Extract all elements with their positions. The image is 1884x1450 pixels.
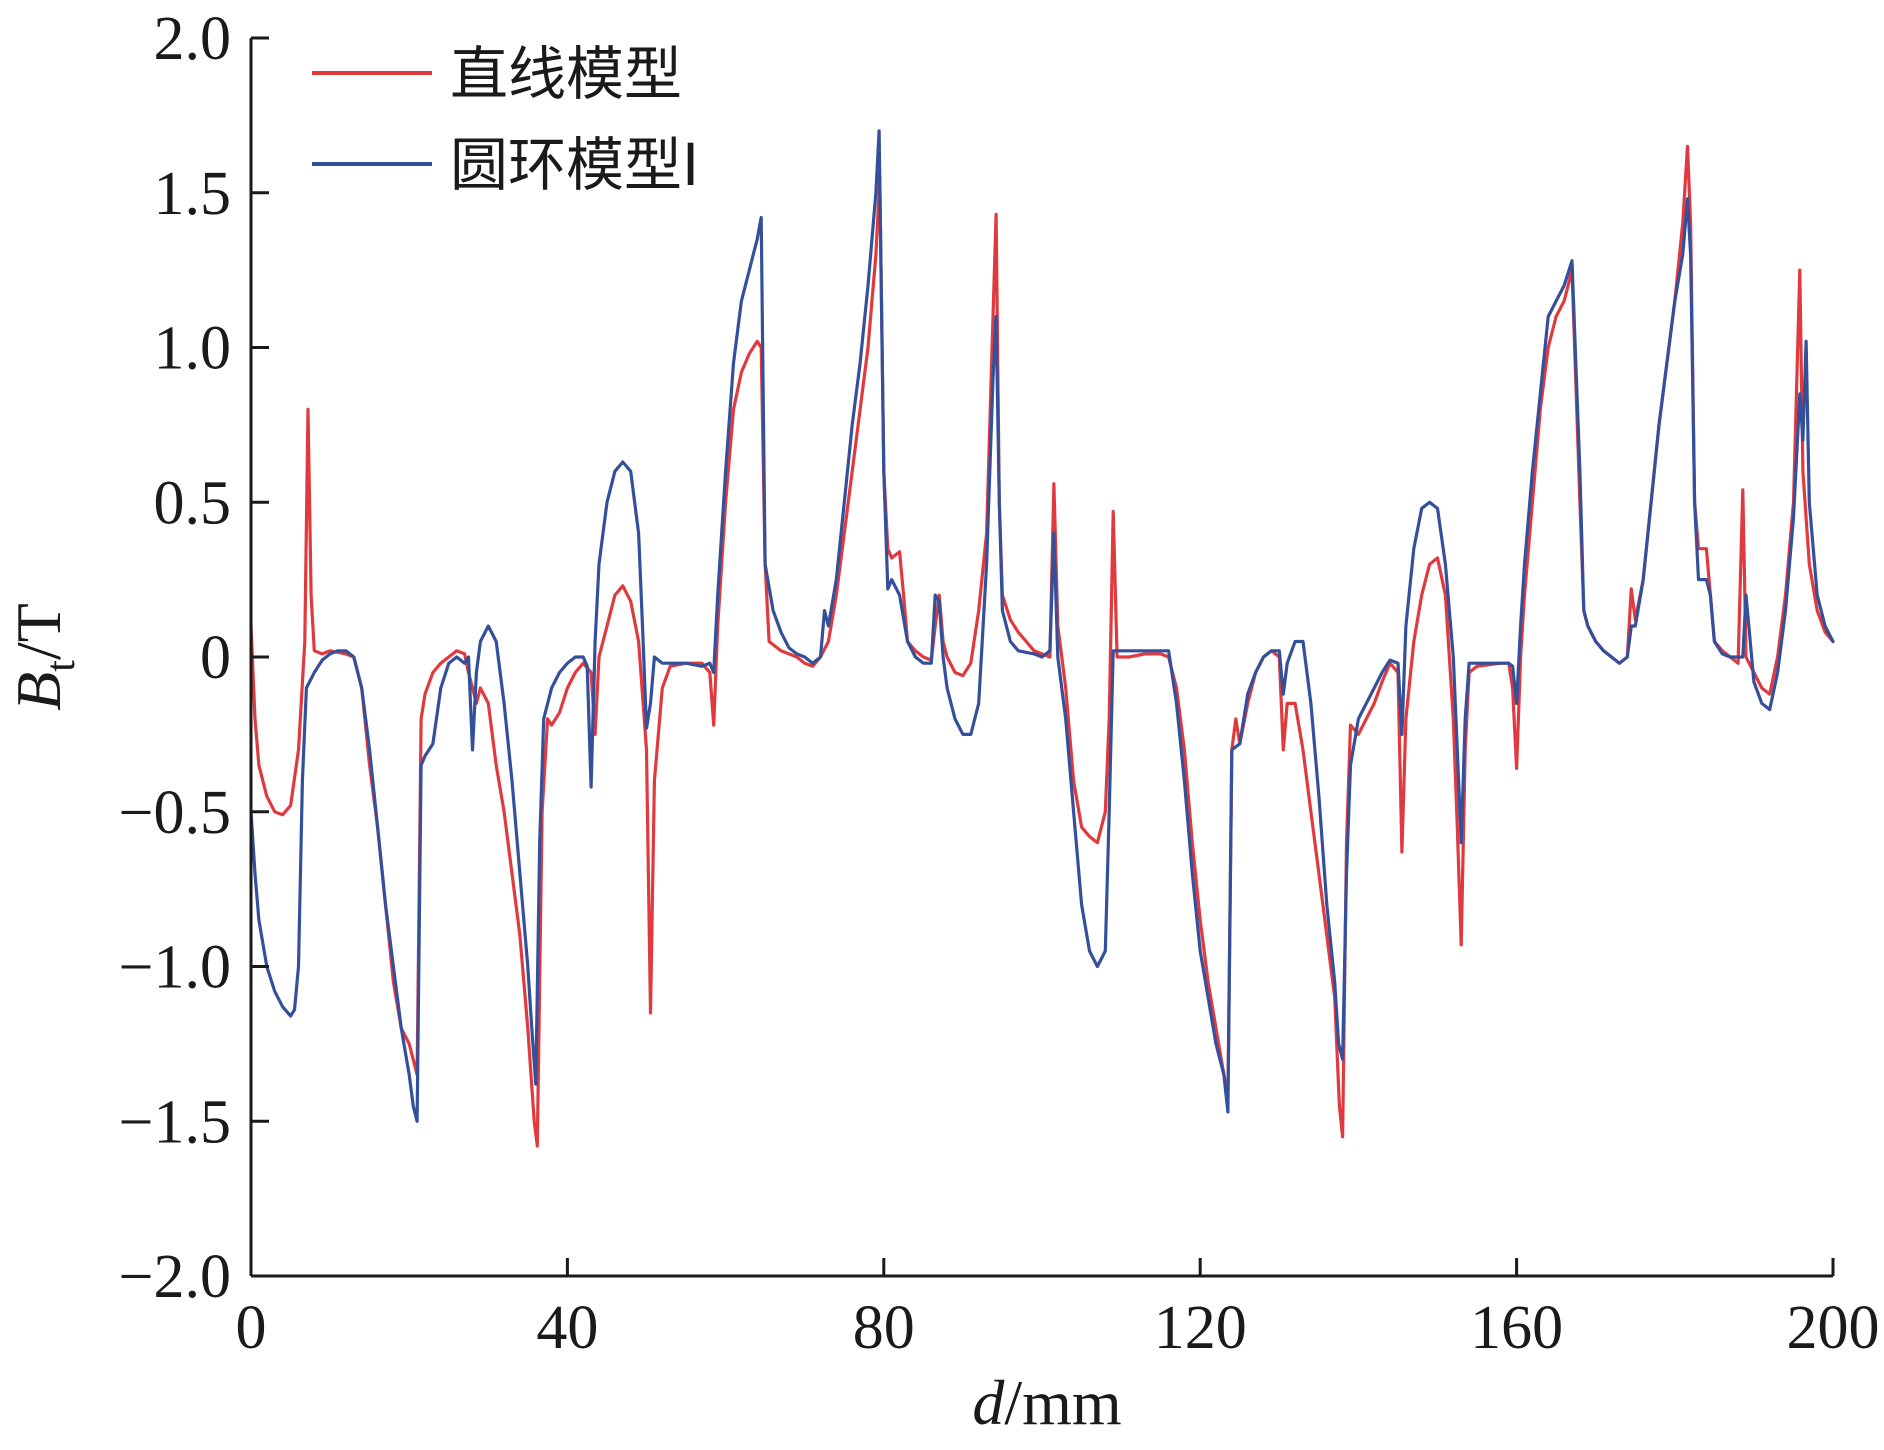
y-tick-label: 0.5 [154, 469, 232, 537]
legend: 直线模型 圆环模型I [312, 40, 699, 199]
y-tick-label: 1.0 [154, 315, 232, 383]
legend-label-series-1: 直线模型 [450, 40, 682, 108]
x-axis-unit: /mm [1004, 1367, 1121, 1438]
y-tick-label: 0 [200, 624, 231, 692]
x-axis-var: d [972, 1367, 1005, 1438]
x-tick-label: 120 [1154, 1294, 1247, 1362]
y-tick-label: −1.5 [119, 1088, 231, 1156]
y-axis-subscript: t [38, 660, 84, 672]
y-axis-var: B [3, 672, 74, 711]
x-tick-label: 160 [1470, 1294, 1563, 1362]
x-tick-label: 40 [536, 1294, 598, 1362]
x-ticks: 0 40 80 120 160 200 [236, 1258, 1880, 1362]
y-tick-label: −1.0 [119, 934, 231, 1002]
x-tick-label: 200 [1787, 1294, 1880, 1362]
y-axis-unit: /T [3, 603, 74, 660]
legend-label-series-2: 圆环模型I [450, 131, 699, 199]
x-axis-title: d/mm [972, 1367, 1121, 1438]
x-tick-label: 80 [853, 1294, 915, 1362]
y-tick-label: −2.0 [119, 1243, 231, 1311]
x-tick-label: 0 [236, 1294, 267, 1362]
series-lines [249, 129, 1835, 1148]
y-ticks: 2.0 1.5 1.0 0.5 0 −0.5 −1.0 −1.5 −2.0 [119, 5, 269, 1311]
y-tick-label: 1.5 [154, 160, 232, 228]
series-line-2 [249, 129, 1835, 1123]
y-tick-label: 2.0 [154, 5, 232, 73]
series-line-1 [249, 144, 1835, 1148]
y-tick-label: −0.5 [119, 779, 231, 847]
y-axis-title: Bt/T [3, 603, 84, 711]
